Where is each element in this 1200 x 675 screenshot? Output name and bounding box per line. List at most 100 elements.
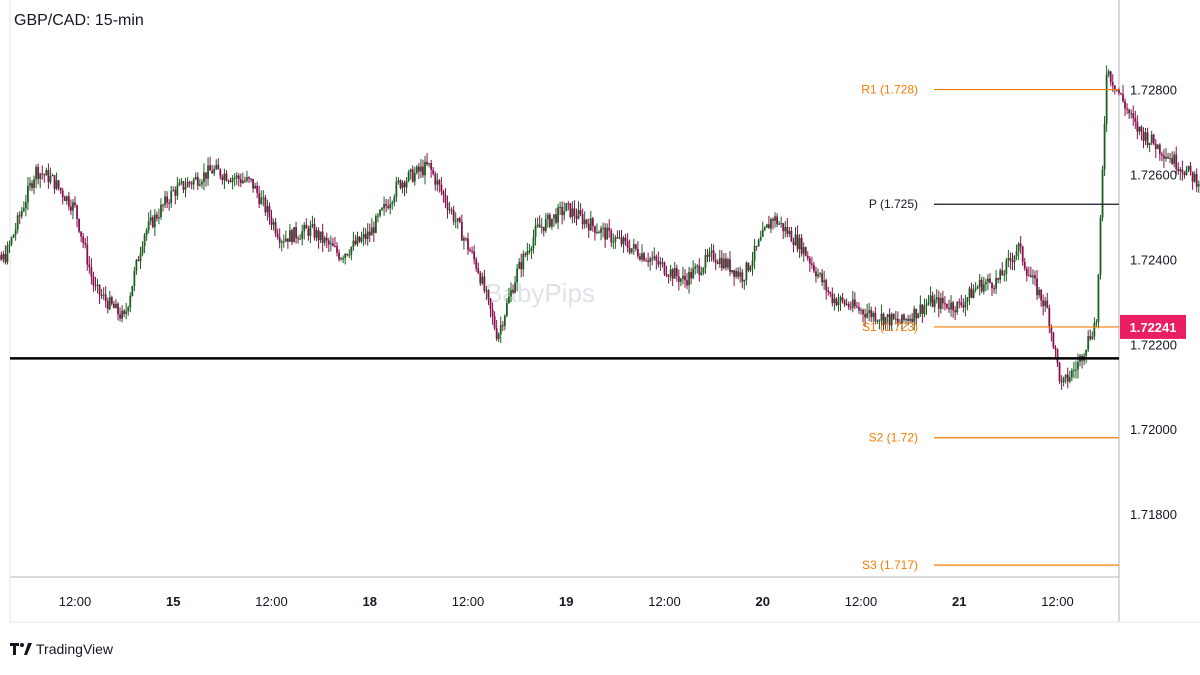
price-tick-label: 1.72600	[1130, 168, 1177, 183]
candle-body	[1101, 169, 1104, 218]
candle-body	[483, 276, 486, 291]
candle	[913, 305, 916, 331]
candle-body	[211, 170, 214, 174]
candle-body	[964, 301, 967, 308]
candle	[389, 196, 392, 215]
candle-body	[587, 223, 590, 231]
candle	[864, 308, 866, 327]
candle-body	[567, 203, 570, 205]
candle	[563, 202, 566, 221]
candle-body	[225, 173, 228, 181]
candle	[450, 207, 453, 215]
candle-body	[907, 319, 909, 321]
candle-body	[104, 294, 107, 302]
candle-body	[690, 271, 693, 279]
candle-body	[24, 201, 27, 209]
candle	[76, 204, 78, 228]
candle-body	[1021, 246, 1024, 262]
candle	[639, 252, 641, 262]
candle-body	[1011, 260, 1014, 263]
candle-body	[303, 224, 306, 232]
candle	[1197, 180, 1200, 193]
candle	[616, 230, 619, 239]
candle-body	[16, 215, 19, 230]
candle	[604, 223, 607, 248]
candle	[205, 172, 207, 187]
candle-body	[647, 260, 650, 262]
candle-body	[774, 216, 776, 221]
candle-body	[866, 313, 869, 318]
candle	[250, 178, 252, 183]
candle	[323, 235, 326, 246]
candle-body	[510, 290, 512, 297]
candle	[903, 313, 905, 322]
candle	[192, 177, 195, 190]
candle-body	[1152, 134, 1155, 144]
candle-body	[329, 243, 332, 245]
candle	[129, 292, 132, 313]
candle-body	[755, 246, 758, 248]
candle-body	[43, 174, 46, 176]
candle-body	[307, 228, 310, 236]
candle-body	[348, 254, 351, 256]
candle	[151, 215, 154, 229]
candle	[536, 217, 539, 229]
candle	[311, 215, 314, 229]
time-tick-label: 20	[756, 594, 770, 609]
candle	[696, 264, 699, 274]
candle	[970, 282, 973, 299]
candle-body	[501, 325, 504, 327]
candle-body	[1130, 113, 1133, 115]
candle	[160, 198, 162, 220]
candle-body	[921, 304, 924, 314]
candle	[1132, 105, 1135, 126]
candle-body	[847, 303, 850, 307]
candle-body	[493, 316, 496, 329]
candle	[804, 246, 807, 257]
candle	[293, 226, 295, 243]
candle-body	[579, 210, 582, 215]
candle-body	[201, 182, 203, 185]
candle-body	[452, 210, 455, 222]
candle-body	[1013, 256, 1016, 263]
candle-body	[743, 280, 746, 282]
time-tick-label: 12:00	[59, 594, 92, 609]
candle-body	[442, 191, 445, 195]
candle	[624, 233, 627, 246]
candle	[174, 186, 177, 205]
candle-body	[735, 271, 738, 277]
candle	[117, 302, 119, 321]
candle	[921, 303, 924, 323]
candle-body	[686, 280, 688, 286]
candle	[0, 251, 3, 261]
candle-body	[80, 231, 83, 237]
candle	[600, 225, 602, 241]
candle	[458, 216, 461, 224]
candle-body	[305, 224, 308, 229]
candle-body	[978, 279, 981, 287]
candle-body	[594, 226, 596, 233]
candle	[1038, 286, 1040, 299]
candle-body	[548, 214, 551, 227]
candle-body	[41, 173, 44, 175]
candle-body	[235, 175, 238, 179]
candle-body	[407, 172, 410, 181]
candle-body	[282, 241, 285, 243]
candle	[1005, 257, 1008, 282]
candle	[585, 218, 588, 228]
candle	[391, 200, 394, 210]
candle-body	[982, 284, 985, 292]
candle-body	[27, 185, 29, 202]
candle-body	[731, 270, 733, 273]
candle	[618, 230, 621, 240]
candle	[598, 230, 600, 234]
candle	[20, 206, 23, 219]
candle-body	[661, 262, 664, 264]
candle-body	[657, 260, 660, 265]
tradingview-brand: TradingView	[10, 641, 113, 657]
candle	[59, 187, 62, 194]
candle-body	[33, 179, 35, 188]
candle-body	[972, 290, 975, 298]
candle	[475, 256, 478, 272]
